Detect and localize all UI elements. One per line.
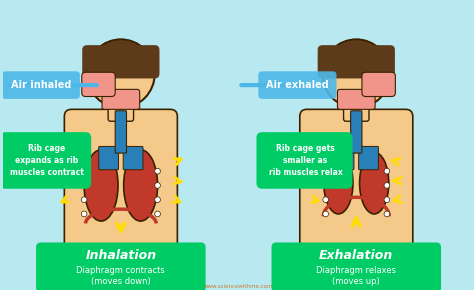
FancyBboxPatch shape — [36, 242, 206, 290]
FancyBboxPatch shape — [272, 242, 441, 290]
Text: Rib cage gets
smaller as
rib muscles relax: Rib cage gets smaller as rib muscles rel… — [269, 144, 342, 177]
FancyBboxPatch shape — [2, 71, 80, 99]
FancyBboxPatch shape — [82, 45, 159, 78]
Ellipse shape — [384, 72, 392, 85]
Circle shape — [384, 183, 390, 188]
Circle shape — [82, 211, 87, 217]
FancyBboxPatch shape — [334, 146, 354, 170]
Ellipse shape — [84, 150, 118, 221]
Text: Air exhaled: Air exhaled — [266, 80, 329, 90]
FancyBboxPatch shape — [351, 111, 362, 153]
Circle shape — [323, 183, 328, 188]
FancyBboxPatch shape — [123, 146, 143, 170]
FancyBboxPatch shape — [115, 111, 127, 153]
Ellipse shape — [84, 72, 93, 85]
Circle shape — [155, 211, 160, 217]
FancyBboxPatch shape — [359, 146, 378, 170]
FancyBboxPatch shape — [256, 132, 353, 189]
Circle shape — [82, 197, 87, 202]
Circle shape — [155, 168, 160, 174]
Circle shape — [82, 183, 87, 188]
FancyBboxPatch shape — [362, 72, 395, 97]
Circle shape — [384, 197, 390, 202]
Ellipse shape — [360, 152, 389, 214]
Circle shape — [384, 211, 390, 217]
Wedge shape — [88, 39, 154, 74]
Text: Exhalation: Exhalation — [319, 249, 393, 262]
FancyBboxPatch shape — [102, 89, 140, 109]
FancyBboxPatch shape — [108, 90, 134, 121]
Ellipse shape — [124, 150, 157, 221]
Ellipse shape — [324, 152, 353, 214]
Circle shape — [323, 197, 328, 202]
FancyBboxPatch shape — [99, 146, 118, 170]
Text: Diaphragm relaxes
(moves up): Diaphragm relaxes (moves up) — [316, 266, 396, 286]
Text: Rib cage
expands as rib
muscles contract: Rib cage expands as rib muscles contract — [9, 144, 83, 177]
Circle shape — [323, 211, 328, 217]
FancyBboxPatch shape — [82, 72, 115, 97]
FancyBboxPatch shape — [258, 71, 337, 99]
Text: www.sciencewithme.com: www.sciencewithme.com — [204, 284, 273, 289]
Text: Inhalation: Inhalation — [85, 249, 156, 262]
Circle shape — [323, 168, 328, 174]
Circle shape — [87, 39, 155, 108]
FancyBboxPatch shape — [337, 89, 375, 109]
Circle shape — [155, 197, 160, 202]
Text: Diaphragm contracts
(moves down): Diaphragm contracts (moves down) — [76, 266, 165, 286]
Circle shape — [384, 168, 390, 174]
Circle shape — [322, 39, 390, 108]
FancyBboxPatch shape — [318, 45, 395, 78]
Circle shape — [155, 183, 160, 188]
Wedge shape — [323, 39, 390, 74]
Text: Air inhaled: Air inhaled — [10, 80, 71, 90]
FancyBboxPatch shape — [300, 109, 413, 257]
FancyBboxPatch shape — [64, 109, 177, 257]
Circle shape — [82, 168, 87, 174]
FancyBboxPatch shape — [344, 90, 369, 121]
FancyBboxPatch shape — [0, 132, 91, 189]
